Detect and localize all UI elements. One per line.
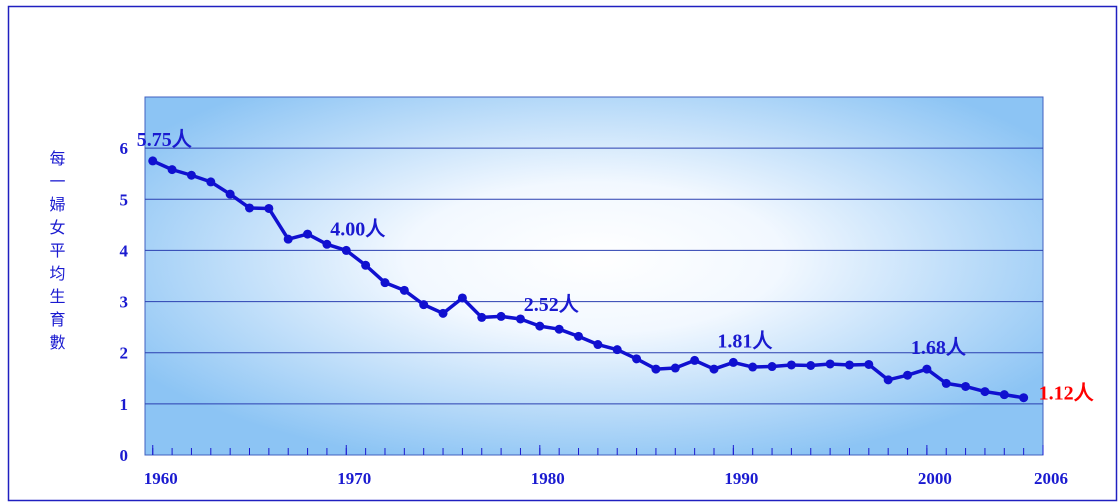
point <box>999 390 1009 400</box>
y-tick-label: 4 <box>120 241 129 260</box>
frame <box>7 5 1118 502</box>
point <box>593 340 603 350</box>
value-label: 1.68人 <box>911 336 967 359</box>
point <box>980 387 990 397</box>
value-label: 1.12人 <box>1039 382 1095 405</box>
point <box>844 360 854 370</box>
point <box>961 381 971 391</box>
y-axis-label: 每一婦女平均生育數 <box>47 150 66 357</box>
point <box>303 229 313 239</box>
y-tick-label: 3 <box>120 293 129 312</box>
point <box>380 278 390 288</box>
point <box>806 361 816 370</box>
point <box>903 370 913 380</box>
point <box>496 311 506 321</box>
point <box>225 189 235 199</box>
point <box>322 239 332 249</box>
value-label: 2.52人 <box>524 293 580 316</box>
point <box>670 363 680 373</box>
value-label: 4.00人 <box>330 217 386 240</box>
point <box>767 362 777 372</box>
point <box>574 331 584 341</box>
point <box>922 364 932 374</box>
point <box>457 293 467 303</box>
point <box>535 321 545 331</box>
value-label: 1.81人 <box>717 329 773 352</box>
point <box>748 362 758 372</box>
point <box>1019 393 1029 403</box>
point <box>283 234 293 244</box>
value-label: 5.75人 <box>137 128 193 151</box>
point <box>825 359 835 369</box>
y-tick-label: 1 <box>120 395 129 414</box>
point <box>554 324 564 334</box>
y-tick-label: 0 <box>120 446 129 465</box>
point <box>941 378 951 388</box>
point <box>438 308 448 318</box>
point <box>419 300 429 310</box>
point <box>361 260 371 270</box>
point <box>186 170 196 180</box>
point <box>864 359 874 369</box>
point <box>245 203 255 213</box>
point <box>399 285 409 295</box>
line <box>152 159 1024 400</box>
x-tick-label: 2000 <box>918 469 952 488</box>
point <box>883 375 893 385</box>
point <box>632 354 642 364</box>
point <box>477 312 487 322</box>
point <box>341 245 351 255</box>
point <box>206 177 216 187</box>
point <box>515 314 525 324</box>
point <box>709 364 719 374</box>
point <box>786 360 796 370</box>
x-tick-label: 1980 <box>531 469 565 488</box>
x-tick-label: 1960 <box>144 469 178 488</box>
y-tick-label: 2 <box>120 344 129 363</box>
x-tick-label: 1990 <box>724 469 758 488</box>
point <box>690 355 700 365</box>
plot-area <box>144 96 1044 456</box>
point <box>264 203 274 213</box>
x-tick-label: 2006 <box>1034 469 1068 488</box>
point <box>148 156 158 166</box>
x-tick-label: 1970 <box>337 469 371 488</box>
y-tick-label: 6 <box>120 139 129 158</box>
point <box>728 357 738 367</box>
y-tick-label: 5 <box>120 190 129 209</box>
point <box>651 364 661 374</box>
point <box>612 345 622 355</box>
point <box>167 165 177 175</box>
